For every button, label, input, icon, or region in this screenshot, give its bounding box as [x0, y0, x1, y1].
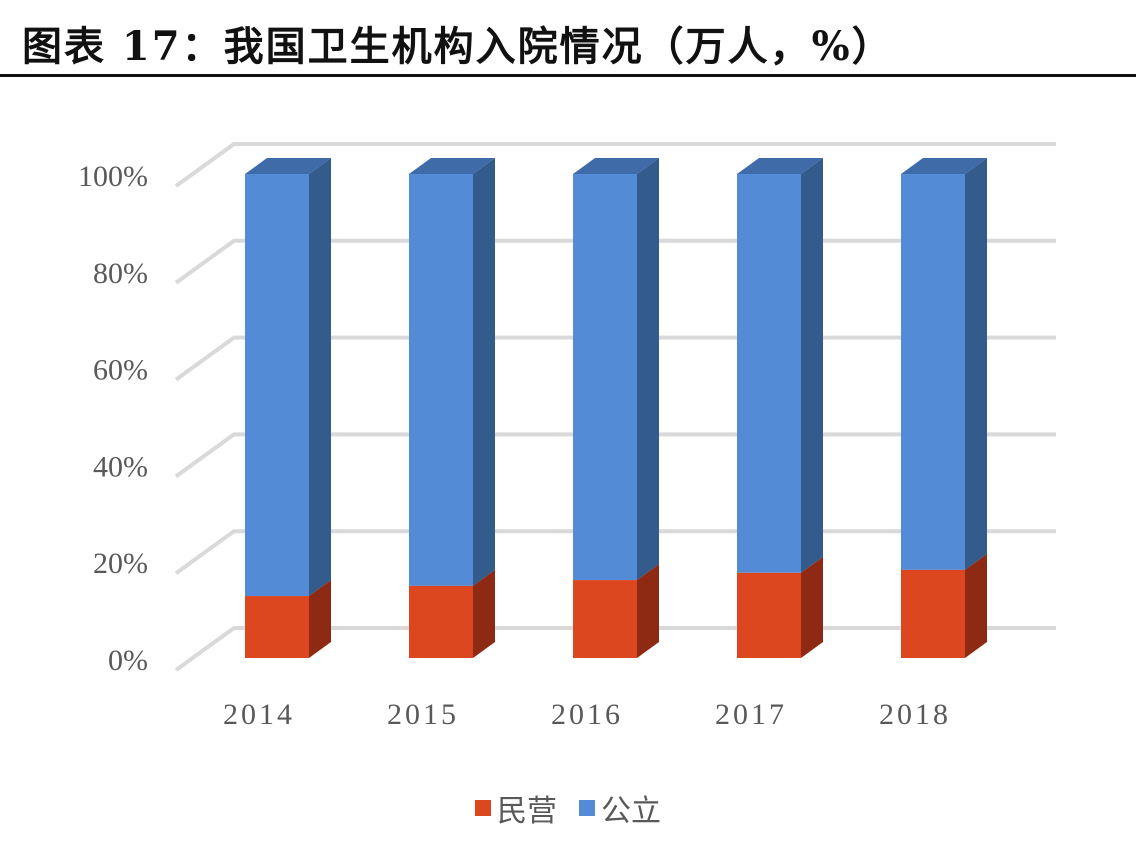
x-tick-label: 2017 — [715, 698, 787, 731]
segment-private — [901, 569, 965, 658]
legend-swatch — [475, 800, 491, 816]
y-tick-label: 100% — [78, 160, 148, 193]
segment-public — [409, 174, 473, 586]
segment-private — [573, 580, 637, 658]
x-tick-label: 2014 — [223, 698, 295, 731]
y-tick-label: 20% — [93, 547, 148, 580]
bar-2018 — [901, 158, 987, 658]
y-tick-label: 80% — [93, 257, 148, 290]
segment-public — [573, 174, 637, 581]
x-tick-label: 2016 — [551, 698, 623, 731]
y-tick-label: 60% — [93, 354, 148, 387]
y-tick-label: 40% — [93, 450, 148, 483]
legend-label: 公立 — [601, 794, 661, 829]
segment-private — [737, 572, 801, 658]
segment-private — [245, 596, 309, 658]
segment-public — [737, 174, 801, 573]
gridline — [174, 142, 1056, 188]
segment-public — [901, 174, 965, 570]
title-divider — [0, 74, 1136, 77]
legend-item-1: 公立 — [579, 786, 661, 830]
bar-2016 — [573, 158, 659, 658]
bar-2015 — [409, 158, 495, 658]
bar-2017 — [737, 158, 823, 658]
legend: 民营 公立 — [0, 786, 1136, 830]
legend-swatch — [579, 800, 595, 816]
bar-2014 — [245, 158, 331, 658]
segment-public — [245, 174, 309, 597]
x-tick-label: 2015 — [387, 698, 459, 731]
segment-private — [409, 585, 473, 658]
y-tick-label: 0% — [108, 644, 148, 677]
chart-title: 图表 17：我国卫生机构入院情况（万人，%） — [22, 23, 894, 70]
x-tick-label: 2018 — [879, 698, 951, 731]
legend-label: 民营 — [497, 794, 557, 829]
legend-item-0: 民营 — [475, 786, 557, 830]
